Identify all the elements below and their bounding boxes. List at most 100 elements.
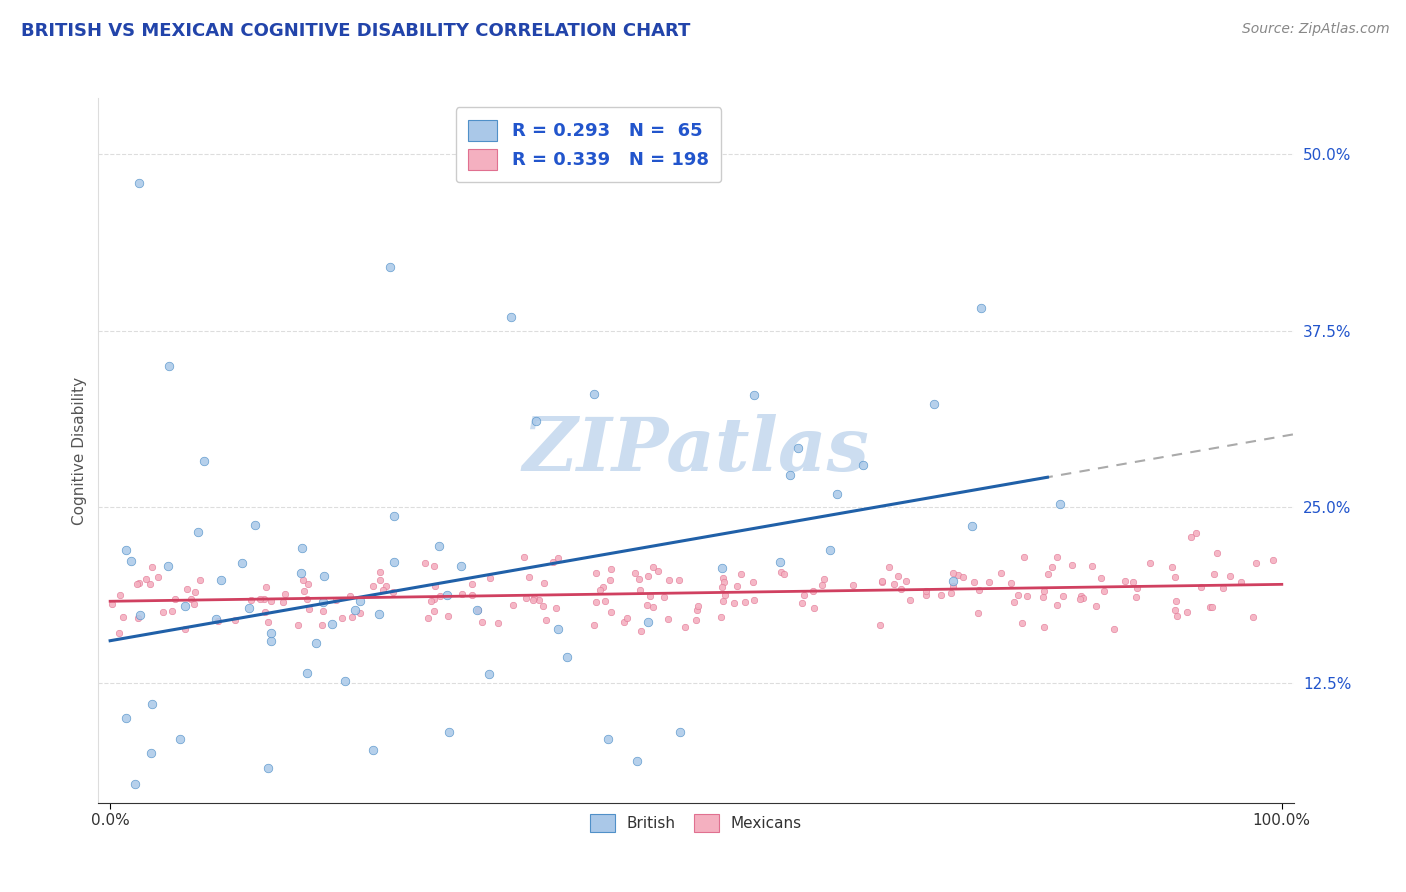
Point — [1032, 591, 1054, 605]
Point — [1073, 591, 1095, 606]
Point — [870, 575, 893, 590]
Point — [1002, 595, 1025, 609]
Point — [770, 565, 793, 579]
Point — [1164, 570, 1187, 584]
Point — [1036, 567, 1059, 582]
Point — [188, 573, 211, 587]
Point — [114, 711, 136, 725]
Point — [297, 577, 319, 591]
Point — [367, 607, 389, 622]
Point — [801, 584, 824, 599]
Point — [990, 566, 1012, 581]
Point — [245, 518, 267, 533]
Point — [543, 555, 565, 569]
Point — [630, 624, 652, 639]
Point — [120, 554, 142, 568]
Point — [969, 582, 991, 597]
Point — [637, 615, 659, 630]
Point — [942, 574, 965, 588]
Point — [292, 573, 315, 587]
Point — [254, 605, 277, 619]
Point — [922, 397, 945, 411]
Point — [887, 568, 910, 582]
Point — [231, 556, 253, 570]
Point — [108, 588, 131, 602]
Point — [641, 559, 664, 574]
Point — [869, 618, 891, 632]
Point — [311, 617, 333, 632]
Point — [1229, 574, 1251, 589]
Point — [657, 612, 679, 626]
Point — [598, 732, 620, 747]
Point — [673, 620, 696, 634]
Point — [423, 559, 446, 574]
Point — [711, 580, 734, 594]
Point — [790, 596, 813, 610]
Point — [613, 615, 636, 630]
Point — [714, 588, 737, 602]
Point — [461, 576, 484, 591]
Point — [413, 556, 436, 570]
Point — [1052, 589, 1074, 603]
Point — [128, 176, 150, 190]
Point — [685, 613, 707, 627]
Point — [427, 539, 450, 553]
Point — [793, 588, 815, 602]
Point — [1102, 622, 1125, 636]
Point — [271, 595, 294, 609]
Point — [1139, 556, 1161, 570]
Point — [162, 604, 184, 618]
Point — [711, 570, 734, 584]
Point — [668, 725, 690, 739]
Point — [599, 573, 621, 587]
Text: BRITISH VS MEXICAN COGNITIVE DISABILITY CORRELATION CHART: BRITISH VS MEXICAN COGNITIVE DISABILITY … — [21, 22, 690, 40]
Point — [259, 594, 281, 608]
Point — [378, 260, 401, 275]
Point — [637, 598, 659, 612]
Point — [1011, 615, 1033, 630]
Point — [436, 588, 458, 602]
Point — [502, 598, 524, 612]
Point — [420, 593, 443, 607]
Point — [979, 574, 1001, 589]
Point — [274, 587, 297, 601]
Point — [915, 583, 938, 598]
Point — [209, 573, 232, 587]
Point — [298, 602, 321, 616]
Point — [325, 592, 347, 607]
Point — [582, 618, 605, 632]
Point — [742, 592, 765, 607]
Point — [183, 598, 205, 612]
Point — [295, 666, 318, 681]
Point — [368, 573, 391, 587]
Point — [647, 564, 669, 578]
Point — [437, 725, 460, 739]
Point — [1244, 556, 1267, 570]
Point — [461, 588, 484, 602]
Point — [361, 579, 384, 593]
Point — [423, 591, 446, 606]
Point — [524, 414, 547, 428]
Point — [129, 608, 152, 623]
Point — [451, 587, 474, 601]
Point — [141, 560, 163, 574]
Point — [240, 593, 263, 607]
Point — [963, 574, 986, 589]
Point — [779, 468, 801, 483]
Point — [141, 747, 163, 761]
Point — [787, 441, 810, 455]
Point — [193, 454, 215, 468]
Point — [967, 607, 990, 621]
Point — [128, 576, 150, 591]
Point — [349, 606, 371, 620]
Point — [256, 615, 278, 629]
Point — [582, 387, 605, 401]
Point — [187, 524, 209, 539]
Point — [555, 649, 578, 664]
Point — [593, 593, 616, 607]
Point — [1122, 575, 1144, 590]
Point — [929, 588, 952, 602]
Point — [942, 566, 965, 580]
Point — [1012, 549, 1035, 564]
Point — [531, 599, 554, 613]
